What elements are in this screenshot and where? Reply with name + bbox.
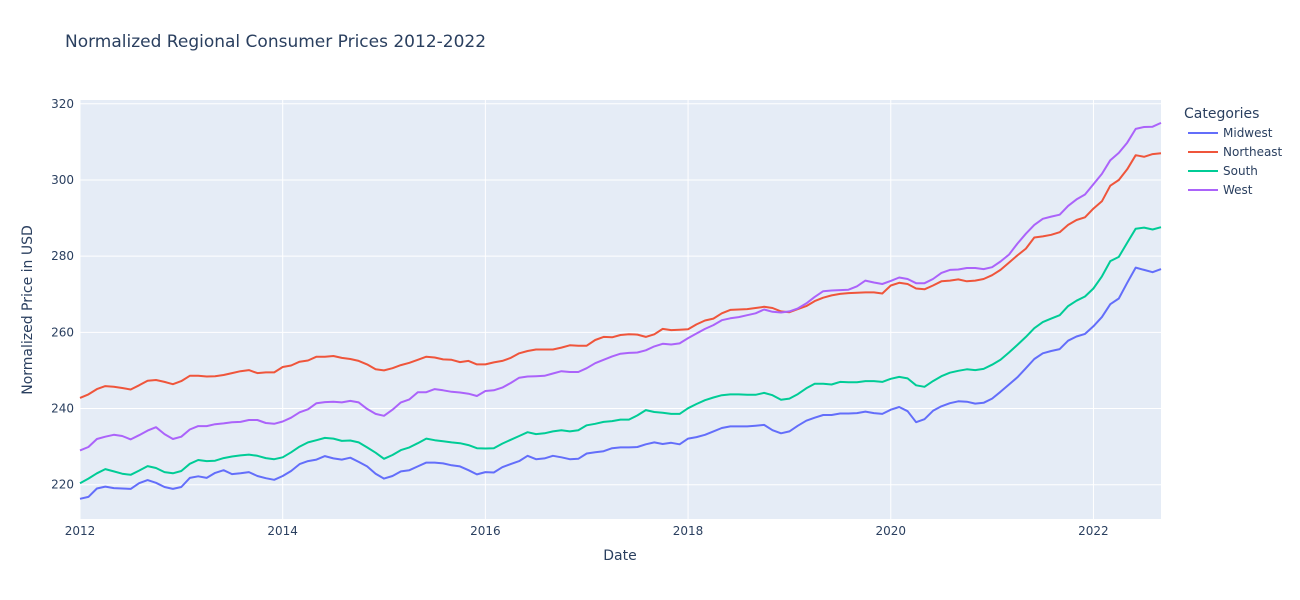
y-tick-label: 220 — [51, 478, 74, 492]
x-tick-label: 2022 — [1078, 524, 1109, 538]
x-tick-labels: 2012 2014 2016 2018 2020 2022 — [65, 524, 1109, 538]
y-tick-labels: 220 240 260 280 300 320 — [51, 97, 74, 492]
legend-item-midwest[interactable]: Midwest — [1188, 126, 1273, 140]
x-tick-label: 2014 — [267, 524, 298, 538]
legend-label: Midwest — [1223, 126, 1273, 140]
x-tick-label: 2016 — [470, 524, 501, 538]
legend-item-northeast[interactable]: Northeast — [1188, 145, 1283, 159]
legend-label: West — [1223, 183, 1253, 197]
y-tick-label: 240 — [51, 402, 74, 416]
legend-title: Categories — [1184, 106, 1259, 122]
legend-item-west[interactable]: West — [1188, 183, 1253, 197]
x-tick-label: 2018 — [673, 524, 704, 538]
chart-title: Normalized Regional Consumer Prices 2012… — [65, 32, 487, 52]
legend-label: Northeast — [1223, 145, 1283, 159]
plot-background — [80, 100, 1161, 519]
legend: Categories Midwest Northeast South West — [1184, 106, 1283, 197]
x-tick-label: 2020 — [875, 524, 906, 538]
legend-item-south[interactable]: South — [1188, 164, 1258, 178]
y-tick-label: 320 — [51, 97, 74, 111]
y-tick-label: 300 — [51, 173, 74, 187]
y-axis-label: Normalized Price in USD — [20, 225, 36, 395]
series-line-northeast — [79, 152, 1162, 399]
y-tick-label: 260 — [51, 325, 74, 339]
legend-label: South — [1223, 164, 1258, 178]
series-line-south — [79, 226, 1162, 485]
series-line-midwest — [79, 266, 1162, 500]
x-tick-label: 2012 — [65, 524, 96, 538]
x-axis-label: Date — [603, 548, 636, 564]
y-tick-label: 280 — [51, 249, 74, 263]
series-line-west — [79, 121, 1162, 452]
series-lines — [79, 121, 1162, 500]
